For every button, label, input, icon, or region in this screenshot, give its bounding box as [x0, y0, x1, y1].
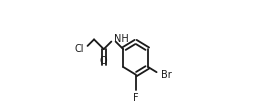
Text: F: F: [133, 93, 139, 103]
Text: Br: Br: [161, 70, 172, 79]
Text: Cl: Cl: [74, 44, 84, 54]
Text: NH: NH: [114, 34, 129, 44]
Text: O: O: [100, 56, 107, 66]
